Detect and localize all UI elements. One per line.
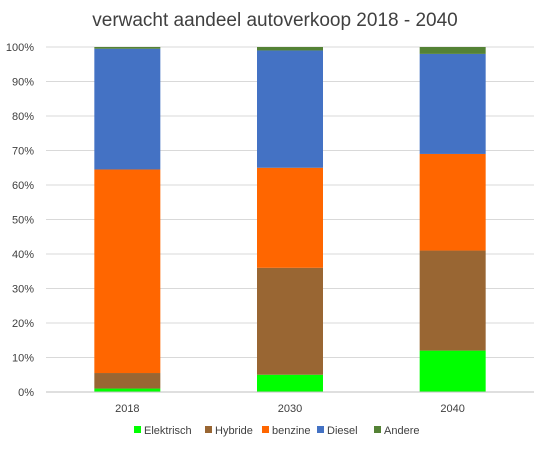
y-tick-label: 60% (12, 180, 34, 192)
y-tick-label: 80% (12, 111, 34, 123)
y-tick-label: 0% (18, 387, 34, 399)
bar-segment-elektrisch-2040 (419, 350, 486, 392)
bars (94, 47, 486, 392)
x-tick-label: 2018 (115, 403, 139, 415)
bar-segment-elektrisch-2018 (94, 388, 161, 392)
bar-segment-benzine-2030 (257, 167, 323, 268)
bar-segment-diesel-2030 (257, 50, 323, 168)
bar-segment-elektrisch-2030 (257, 374, 323, 392)
legend-swatch-elektrisch (134, 426, 141, 433)
bar-segment-hybride-2018 (94, 373, 161, 389)
bar-segment-hybride-2040 (419, 250, 486, 351)
bar-segment-andere-2030 (257, 47, 323, 51)
legend-swatch-andere (374, 426, 381, 433)
legend-label-benzine: benzine (272, 425, 311, 437)
bar-segment-andere-2018 (94, 47, 161, 49)
legend-label-diesel: Diesel (327, 425, 358, 437)
y-tick-label: 30% (12, 284, 34, 296)
legend-swatch-hybride (205, 426, 212, 433)
bar-segment-diesel-2018 (94, 48, 161, 170)
legend-label-andere: Andere (384, 425, 419, 437)
legend-swatch-benzine (262, 426, 269, 433)
y-tick-label: 10% (12, 353, 34, 365)
y-tick-label: 20% (12, 318, 34, 330)
x-tick-label: 2030 (278, 403, 302, 415)
x-tick-label: 2040 (440, 403, 464, 415)
bar-segment-diesel-2040 (419, 53, 486, 154)
bar-segment-benzine-2040 (419, 153, 486, 251)
bar-segment-andere-2040 (419, 47, 486, 54)
legend: Elektrisch Hybride benzine Diesel Andere (134, 425, 419, 437)
x-axis-tick-labels: 2018 2030 2040 (115, 403, 465, 415)
y-tick-label: 70% (12, 146, 34, 158)
legend-swatch-diesel (317, 426, 324, 433)
y-tick-label: 100% (6, 42, 34, 54)
y-tick-label: 50% (12, 215, 34, 227)
y-axis-tick-labels: 0% 10% 20% 30% 40% 50% 60% 70% 80% 90% 100% (6, 42, 34, 399)
chart-title: verwacht aandeel autoverkoop 2018 - 2040 (92, 10, 457, 31)
y-tick-label: 90% (12, 77, 34, 89)
bar-segment-benzine-2018 (94, 169, 161, 374)
legend-label-hybride: Hybride (215, 425, 253, 437)
y-tick-label: 40% (12, 249, 34, 261)
bar-segment-hybride-2030 (257, 267, 323, 375)
legend-label-elektrisch: Elektrisch (144, 425, 192, 437)
